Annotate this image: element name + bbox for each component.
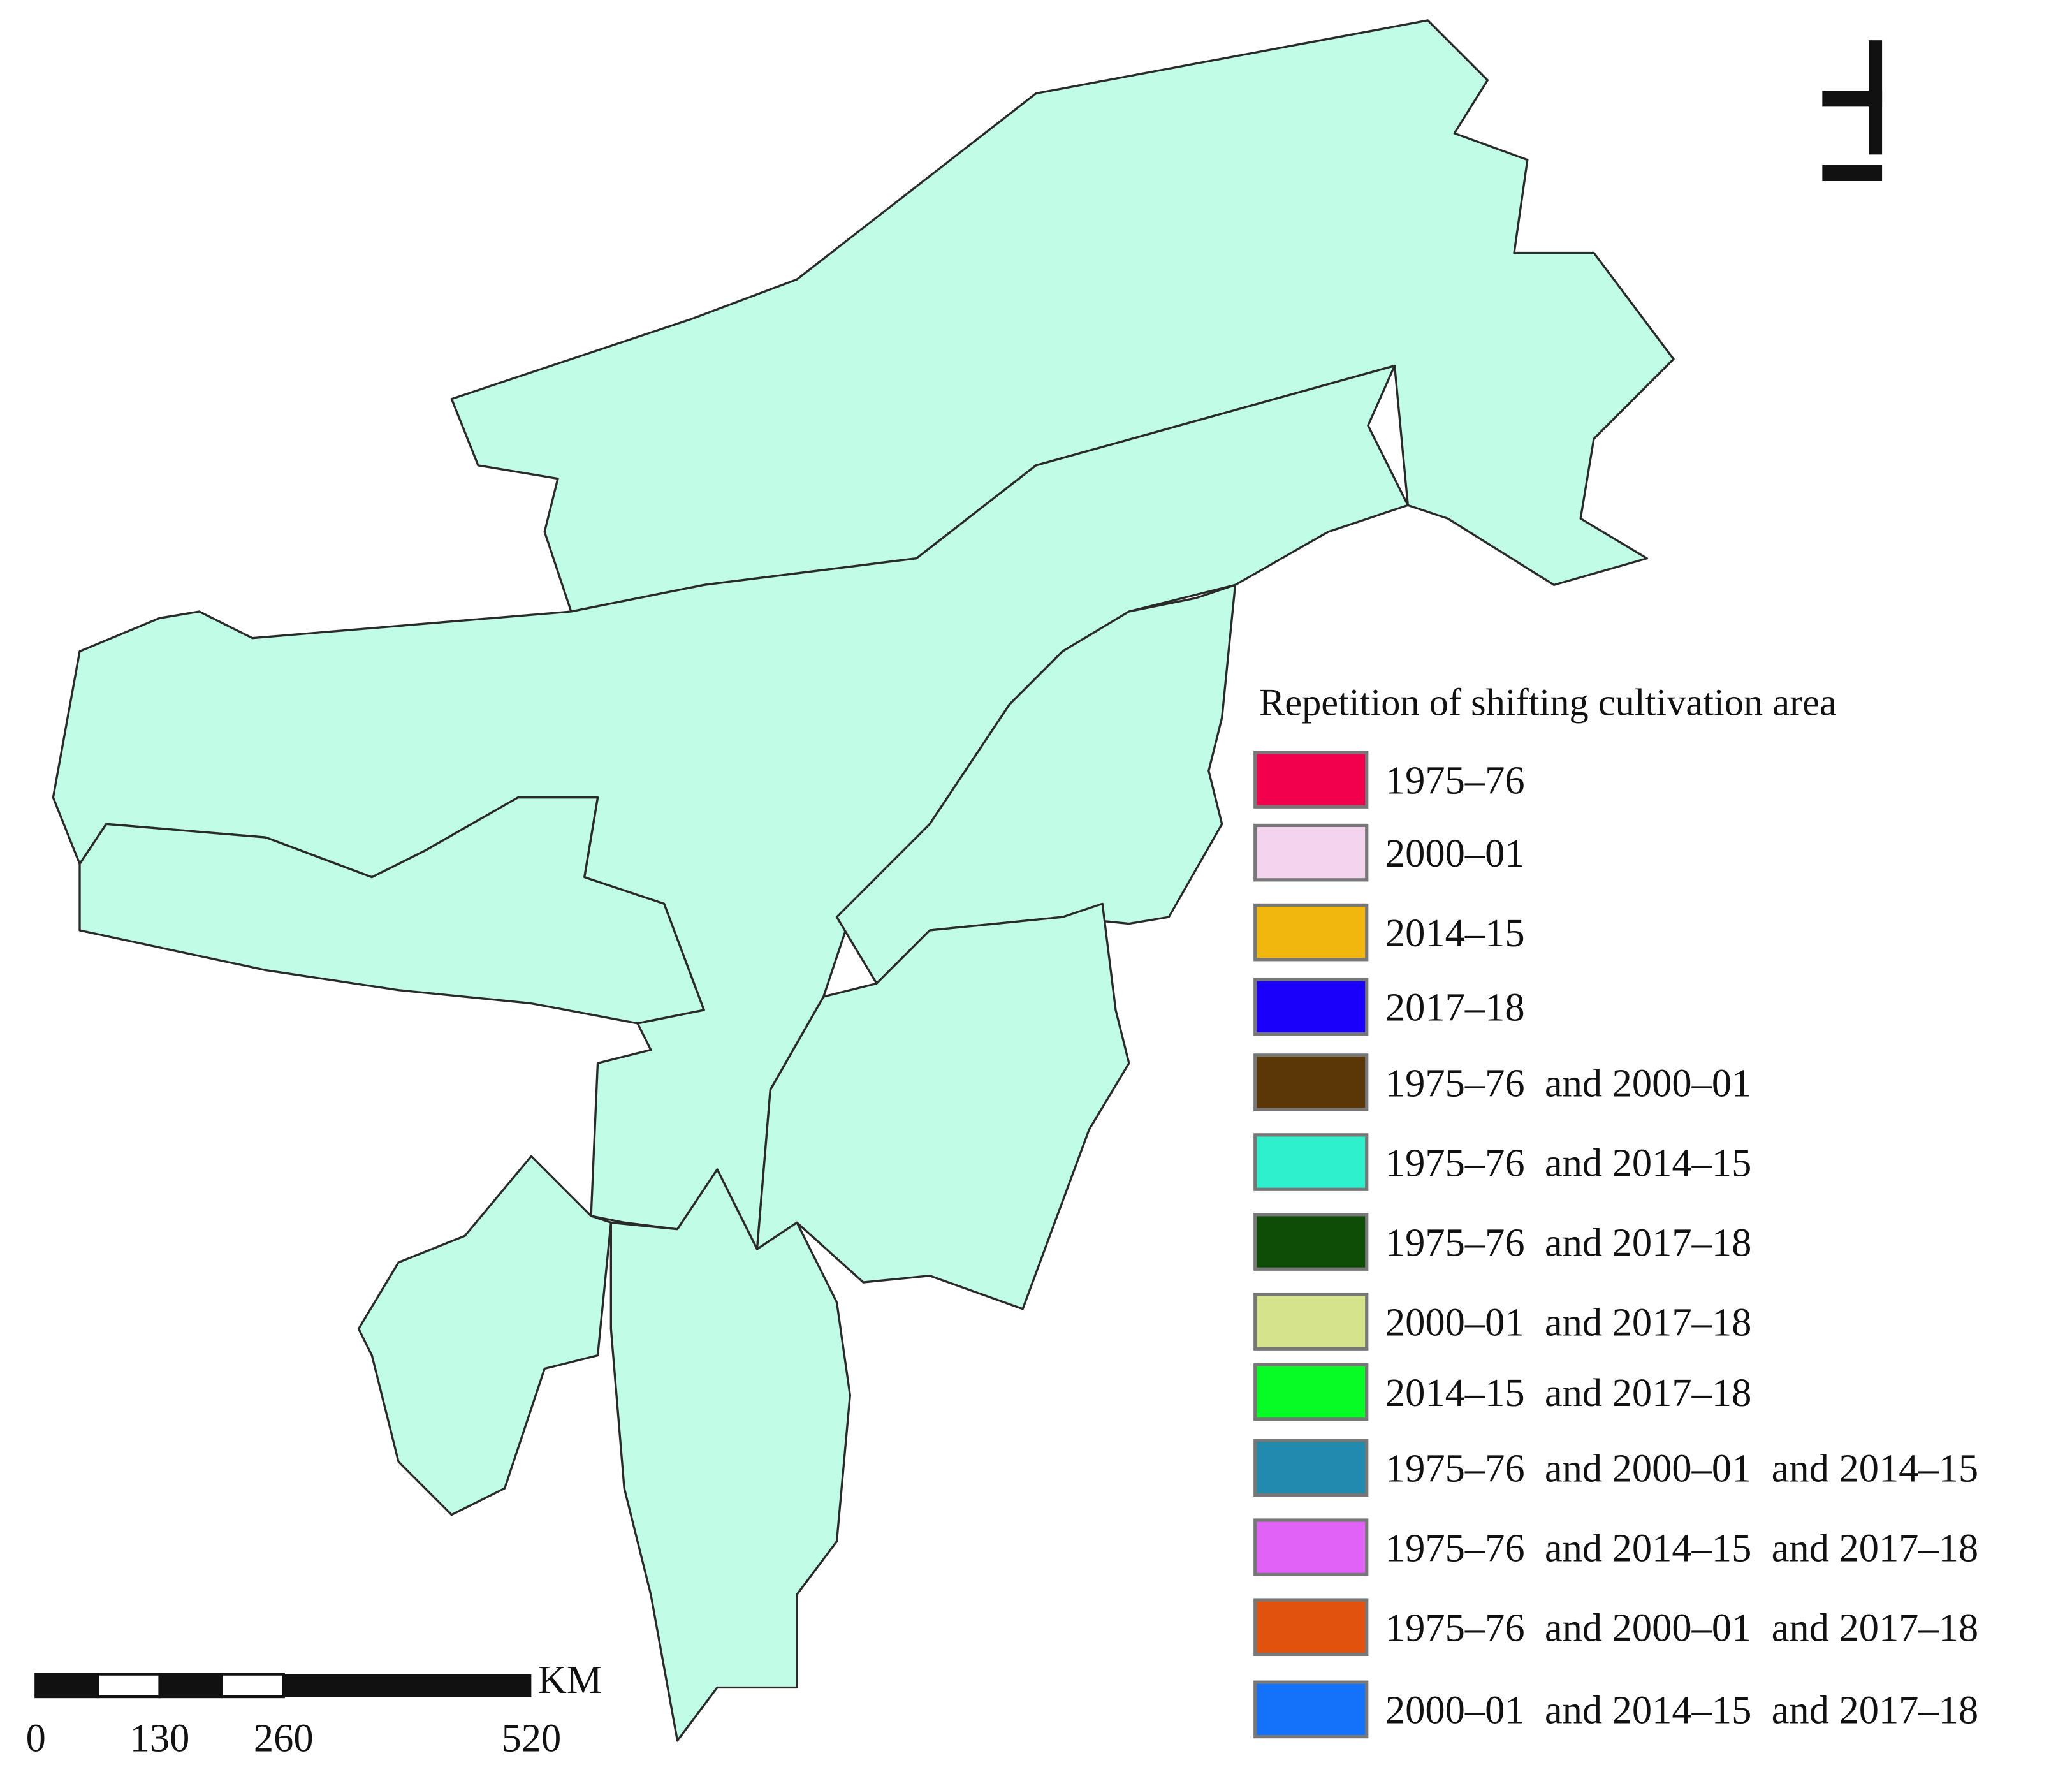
- scale-bar-segment: [34, 1673, 99, 1699]
- legend-swatch: [1253, 823, 1369, 882]
- legend-swatch: [1253, 1133, 1369, 1191]
- legend-swatch: [1253, 1518, 1369, 1577]
- legend-label: 2014–15: [1385, 911, 1525, 955]
- scale-label: 0: [26, 1716, 46, 1761]
- legend-swatch: [1253, 978, 1369, 1036]
- legend-label: 1975–76 and 2000–01 and 2014–15: [1385, 1446, 1978, 1491]
- legend-label: 2000–01: [1385, 831, 1525, 875]
- legend-swatch: [1253, 1439, 1369, 1497]
- region: [78, 796, 705, 1025]
- north-arrow-base: [1822, 165, 1883, 181]
- region: [357, 1155, 612, 1516]
- north-arrow: [1822, 40, 1883, 181]
- scale-label: 520: [501, 1716, 561, 1761]
- legend-swatch: [1253, 1213, 1369, 1271]
- legend-label: 1975–76: [1385, 758, 1525, 802]
- legend: 1975–76 2000–01 2014–15 2017–18 1975–76 and …: [1253, 751, 1978, 1739]
- legend-swatch: [1253, 1680, 1369, 1739]
- scale-bar-segment: [96, 1673, 161, 1699]
- legend-swatch: [1253, 751, 1369, 809]
- regions: [52, 19, 1675, 1742]
- legend-label: 1975–76 and 2014–15 and 2017–18: [1385, 1526, 1978, 1571]
- scale-bar-segment: [158, 1673, 223, 1699]
- scale-bar: 0 130 260 520: [26, 1673, 561, 1761]
- legend-swatch: [1253, 1053, 1369, 1111]
- legend-label: 2000–01 and 2017–18: [1385, 1300, 1751, 1344]
- legend-swatch: [1253, 1363, 1369, 1421]
- legend-swatch: [1253, 903, 1369, 962]
- legend-swatch: [1253, 1598, 1369, 1657]
- legend-label: 2000–01 and 2014–15 and 2017–18: [1385, 1688, 1978, 1732]
- legend-label: 1975–76 and 2000–01: [1385, 1060, 1751, 1105]
- north-arrow-bar: [1822, 91, 1883, 107]
- region: [755, 902, 1130, 1310]
- legend-label: 1975–76 and 2000–01 and 2017–18: [1385, 1606, 1978, 1650]
- scale-bar-segment: [220, 1673, 285, 1699]
- legend-title: Repetition of shifting cultivation area: [1259, 682, 1837, 724]
- legend-label: 1975–76 and 2017–18: [1385, 1220, 1751, 1264]
- scale-label: 260: [254, 1716, 314, 1761]
- region: [609, 1168, 852, 1742]
- legend-swatch: [1253, 1293, 1369, 1351]
- legend-label: 2014–15 and 2017–18: [1385, 1370, 1751, 1415]
- legend-label: 1975–76 and 2014–15: [1385, 1140, 1751, 1185]
- scale-unit: KM: [538, 1657, 602, 1702]
- legend-label: 2017–18: [1385, 985, 1525, 1030]
- scale-label: 130: [130, 1716, 190, 1761]
